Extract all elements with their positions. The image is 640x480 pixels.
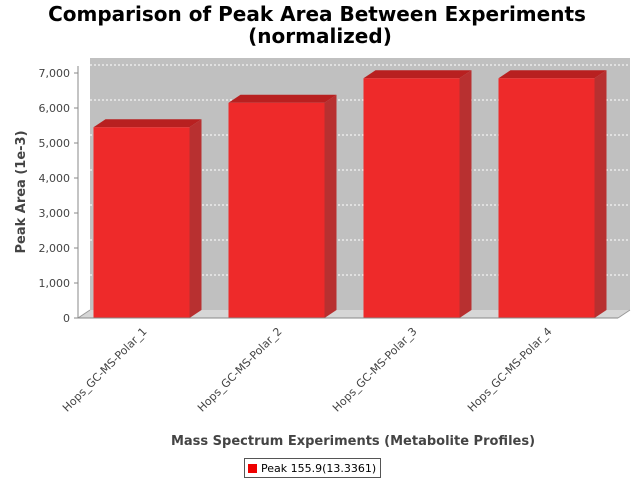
legend-swatch — [248, 463, 257, 473]
bar-1 — [93, 127, 190, 318]
chart-title-line2: (normalized) — [248, 24, 392, 48]
floor-edge-right — [617, 309, 631, 319]
bar-2 — [228, 102, 325, 318]
y-tick-label: 6,000 — [39, 102, 71, 115]
bar-top — [363, 70, 472, 79]
y-tick-label: 2,000 — [39, 242, 71, 255]
y-tick-label: 1,000 — [39, 277, 71, 290]
floor-edge — [77, 309, 91, 319]
x-tick-label: Hops_GC-MS-Polar_3 — [330, 325, 420, 415]
y-tick-label: 0 — [63, 312, 70, 325]
bar-side — [459, 70, 472, 318]
bar-side — [324, 94, 337, 318]
x-tick-label: Hops_GC-MS-Polar_4 — [465, 325, 555, 415]
plot-back-wall — [90, 58, 630, 310]
x-tick-label: Hops_GC-MS-Polar_1 — [60, 325, 150, 415]
chart-title-line1: Comparison of Peak Area Between Experime… — [48, 2, 586, 26]
legend-label: Peak 155.9(13.3361) — [261, 461, 377, 475]
bar-4 — [498, 78, 595, 318]
bar-side — [189, 119, 202, 318]
bar-side — [594, 70, 607, 318]
bar-top — [93, 119, 202, 128]
y-tick-label: 5,000 — [39, 137, 71, 150]
bar-top — [498, 70, 607, 79]
legend: Peak 155.9(13.3361) — [244, 458, 382, 478]
bar-top — [228, 94, 337, 103]
plot-floor — [78, 310, 630, 318]
y-tick-label: 3,000 — [39, 207, 71, 220]
x-tick-label: Hops_GC-MS-Polar_2 — [195, 325, 285, 415]
y-axis-label: Peak Area (1e-3) — [14, 130, 29, 253]
bar-3 — [363, 78, 460, 318]
y-tick-label: 4,000 — [39, 172, 71, 185]
y-tick-label: 7,000 — [39, 67, 71, 80]
x-axis-label: Mass Spectrum Experiments (Metabolite Pr… — [171, 434, 535, 449]
